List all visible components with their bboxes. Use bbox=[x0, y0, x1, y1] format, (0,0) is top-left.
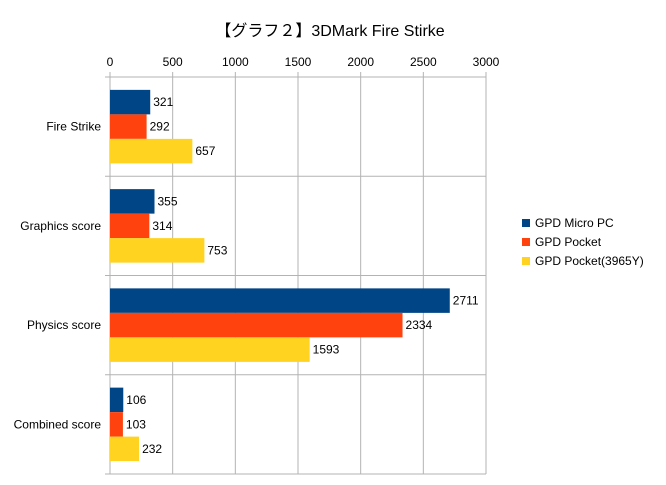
x-tick-label: 2000 bbox=[347, 55, 374, 69]
legend-label: GPD Pocket(3965Y) bbox=[535, 254, 644, 268]
x-axis-ticks: 0 500 1000 1500 2000 2500 3000 bbox=[107, 55, 500, 69]
legend-swatch bbox=[522, 219, 530, 227]
data-label: 103 bbox=[126, 417, 146, 431]
x-tick-label: 1500 bbox=[285, 55, 312, 69]
data-label: 355 bbox=[157, 194, 177, 208]
bar bbox=[110, 412, 123, 437]
grid-lines bbox=[105, 72, 487, 475]
category-labels: Fire Strike Graphics score Physics score Co… bbox=[14, 120, 102, 432]
bars bbox=[110, 89, 450, 462]
legend-swatch bbox=[522, 257, 530, 265]
bar bbox=[110, 337, 310, 362]
x-tick-label: 1000 bbox=[222, 55, 249, 69]
data-label: 657 bbox=[195, 144, 215, 158]
data-label: 232 bbox=[142, 442, 162, 456]
category-label: Combined score bbox=[14, 417, 102, 431]
bar bbox=[110, 189, 155, 214]
bar bbox=[110, 89, 151, 115]
bar bbox=[110, 213, 150, 239]
legend-label: GPD Pocket bbox=[535, 235, 602, 249]
legend-label: GPD Micro PC bbox=[535, 216, 614, 230]
legend: GPD Micro PC GPD Pocket GPD Pocket(3965Y) bbox=[522, 216, 644, 268]
category-label: Fire Strike bbox=[46, 120, 101, 134]
data-label: 2711 bbox=[453, 294, 479, 308]
data-label: 753 bbox=[207, 243, 227, 257]
bar bbox=[110, 387, 124, 413]
x-tick-label: 2500 bbox=[410, 55, 437, 69]
bar bbox=[110, 138, 193, 164]
bar bbox=[110, 288, 450, 313]
bar bbox=[110, 114, 147, 139]
data-label: 106 bbox=[126, 393, 146, 407]
category-label: Graphics score bbox=[20, 219, 101, 233]
bar bbox=[110, 238, 205, 263]
x-tick-label: 500 bbox=[163, 55, 183, 69]
chart-title: 【グラフ２】3DMark Fire Stirke bbox=[215, 22, 444, 40]
data-label: 314 bbox=[152, 219, 172, 233]
x-tick-label: 0 bbox=[107, 55, 114, 69]
data-label: 1593 bbox=[313, 343, 340, 357]
bar bbox=[110, 312, 403, 338]
x-tick-label: 3000 bbox=[473, 55, 500, 69]
data-labels: 321 292 657 355 314 753 2711 2334 1593 106 103 232 bbox=[126, 95, 479, 456]
category-label: Physics score bbox=[27, 318, 101, 332]
data-label: 2334 bbox=[406, 318, 433, 332]
bar bbox=[110, 436, 140, 462]
data-label: 321 bbox=[153, 95, 173, 109]
data-label: 292 bbox=[150, 120, 170, 134]
legend-swatch bbox=[522, 238, 530, 246]
